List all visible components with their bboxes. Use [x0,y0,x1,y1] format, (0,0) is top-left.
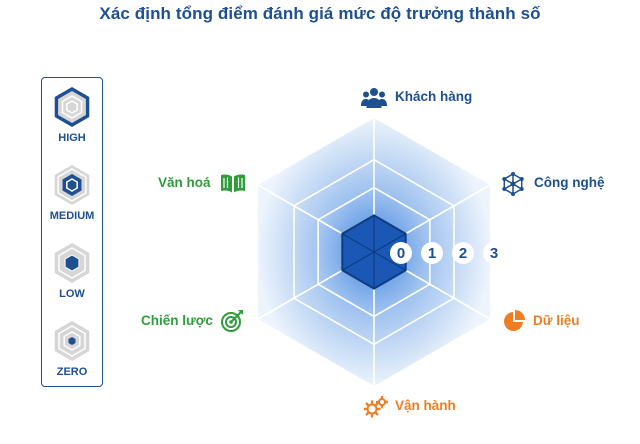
hexagon-high-icon [54,87,90,127]
score-line-5 [342,251,375,271]
axis-label-data: Dữ liệu [533,313,580,328]
scale-mark-circle [421,242,443,264]
legend-item-high: HIGH [42,84,102,144]
scale-mark-3: 3 [483,242,505,264]
scale-mark-label: 3 [490,245,498,262]
hexagon-medium-icon [54,165,90,205]
scale-mark-label: 1 [428,245,436,262]
people-icon [361,88,387,108]
target-icon [221,310,243,332]
maturity-legend: HIGH MEDIUM LOW ZERO [41,77,103,387]
axis-label-technology: Công nghệ [534,175,605,190]
axis-label-culture: Văn hoá [158,175,211,190]
scale-mark-label: 0 [397,245,405,262]
scale-mark-circle [390,242,412,264]
hexagon-zero-icon [54,321,90,361]
page-title: Xác định tổng điểm đánh giá mức độ trưởn… [99,4,541,23]
axis-label-customer: Khách hàng [395,89,473,104]
score-line-2 [373,233,406,253]
gears-icon [364,396,388,418]
legend-item-low: LOW [42,240,102,300]
scale-mark-circle [452,242,474,264]
legend-item-zero: ZERO [42,318,102,378]
scale-mark-label: 2 [459,245,467,262]
legend-item-medium: MEDIUM [42,162,102,222]
scale-mark-0: 0 [390,242,412,264]
pie-chart-icon [504,310,525,331]
scale-mark-2: 2 [452,242,474,264]
scale-mark-1: 1 [421,242,443,264]
network-icon [502,172,524,196]
book-icon [221,174,245,193]
scale-mark-circle [483,242,505,264]
score-line-6 [342,233,375,253]
axis-label-strategy: Chiến lược [141,313,213,328]
scale-marks: 0 1 2 3 [390,242,505,264]
hexagon-low-icon [54,243,90,283]
axis-label-operations: Vận hành [395,398,456,413]
score-line-3 [373,251,406,271]
score-hexagon-lines [342,215,406,289]
